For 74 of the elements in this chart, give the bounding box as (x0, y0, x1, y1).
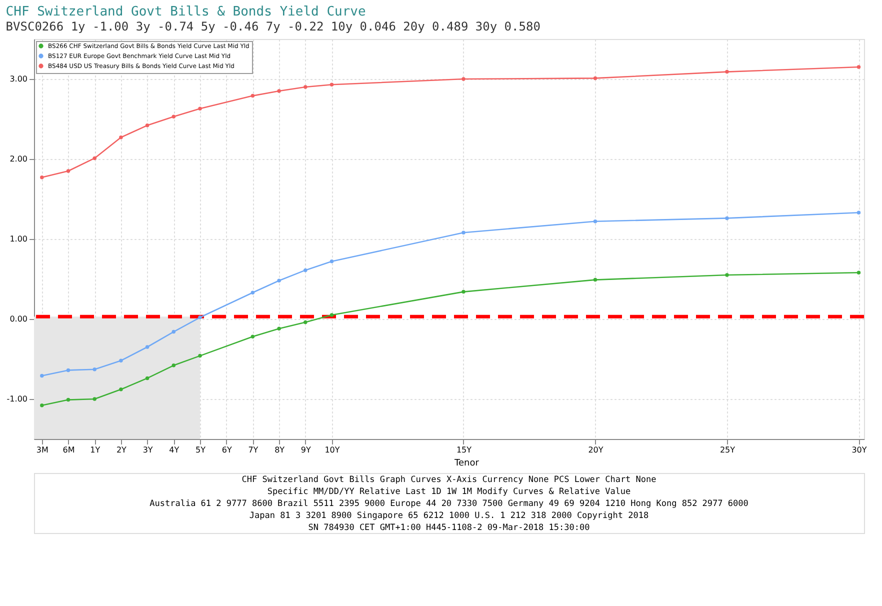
text: Japan 81 3 3201 8900 Singapore 65 6212 1000 U.S. 1 212 318 2000 Copyright 2018 (249, 511, 649, 521)
point (198, 354, 202, 358)
y-tick-label: 0.00 (10, 314, 28, 324)
text: SN 784930 CET GMT+1:00 H445-1108-2 09-Mar-2018 15:30:00 (308, 523, 590, 533)
point (277, 326, 281, 330)
x-tick-label: 6M (62, 446, 75, 454)
text: Specific MM/DD/YY Relative Last 1D 1W 1M Modify Curves & Relative Value (267, 487, 631, 497)
point (66, 169, 70, 173)
x-tick-label: 10Y (324, 446, 340, 454)
point (40, 404, 44, 408)
y-tick-label: -1.00 (6, 394, 28, 404)
point (462, 230, 466, 234)
y-tick-label: 3.00 (10, 74, 28, 84)
point (277, 89, 281, 93)
point (145, 376, 150, 380)
x-tick-label: 15Y (456, 446, 472, 454)
chart-title: CHF Switzerland Govt Bills & Bonds Yield Curve (6, 4, 366, 20)
x-axis-title: Tenor (454, 458, 480, 468)
x-tick-label: 3Y (142, 446, 153, 454)
point (119, 358, 123, 362)
point (856, 65, 861, 69)
x-tick-label: 2Y (116, 446, 127, 454)
point (145, 345, 150, 349)
point (66, 398, 70, 402)
point (593, 220, 598, 224)
x-tick-label: 20Y (588, 446, 604, 454)
point (250, 94, 255, 98)
x-tick-label: 5Y (196, 446, 206, 454)
point (92, 156, 96, 160)
text: CHF Switzerland Govt Bills Graph Curves X-Axis Currency None PCS Lower Chart None (242, 475, 656, 485)
point (330, 82, 334, 86)
point (250, 290, 255, 294)
x-tick-label: 25Y (720, 446, 736, 454)
x-tick-label: 1Y (90, 446, 100, 454)
x-tick-label: 9Y (300, 446, 311, 454)
point (172, 364, 176, 368)
x-tick-label: 8Y (274, 446, 285, 454)
x-tick-label: 4Y (169, 446, 180, 454)
point (304, 268, 308, 272)
point (172, 114, 176, 118)
point (304, 320, 308, 324)
x-tick-label: 30Y (852, 446, 867, 454)
point (856, 270, 861, 274)
point (725, 273, 729, 277)
point (250, 334, 255, 338)
x-tick-label: 3M (36, 446, 48, 454)
point (172, 330, 176, 334)
point (40, 374, 44, 378)
point (92, 397, 96, 401)
point (119, 388, 123, 392)
text: Australia 61 2 9777 8600 Brazil 5511 2395 9000 Europe 44 20 7330 7500 Germany 49 69 9204 1210 Hong Kong 852 2977 6000 (150, 499, 748, 509)
point (277, 278, 281, 282)
y-tick-label: 2.00 (10, 154, 28, 164)
point (725, 216, 729, 220)
point (330, 260, 334, 264)
point (66, 368, 70, 372)
point (40, 176, 44, 180)
x-tick-label: 6Y (222, 446, 232, 454)
point (198, 106, 202, 110)
y-tick-label: 1.00 (10, 234, 28, 244)
point (145, 124, 150, 128)
point (304, 85, 308, 89)
chart-subtitle: BVSC0266 1y -1.00 3y -0.74 5y -0.46 7y -0.22 10y 0.046 20y 0.489 30y 0.580 (6, 20, 540, 34)
point (198, 316, 202, 320)
point (593, 76, 598, 80)
point (856, 210, 861, 214)
point (330, 313, 334, 317)
point (725, 70, 729, 74)
point (92, 368, 96, 372)
point (119, 136, 123, 140)
point (593, 278, 598, 282)
point (462, 290, 466, 294)
point (462, 77, 466, 81)
x-tick-label: 7Y (248, 446, 258, 454)
